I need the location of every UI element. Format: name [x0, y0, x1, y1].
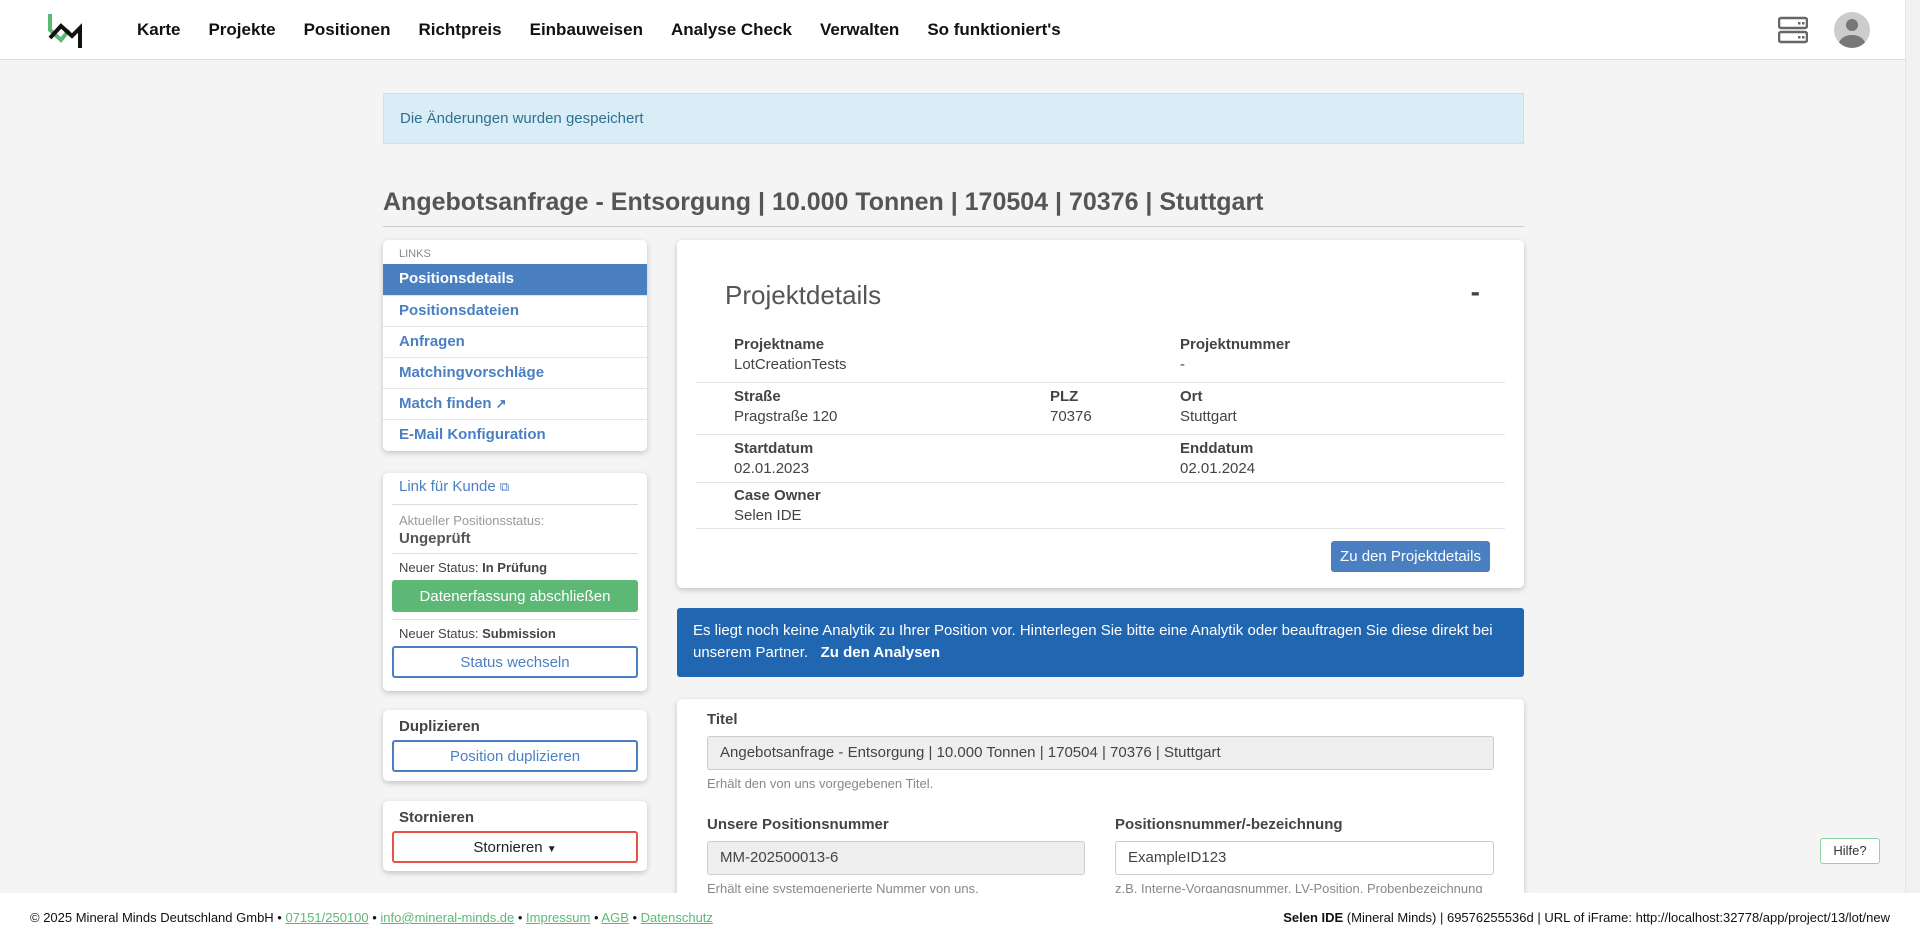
external-link-icon: ↗ — [495, 396, 507, 411]
impressum-link[interactable]: Impressum — [526, 910, 591, 925]
cancel-title: Stornieren — [399, 809, 475, 826]
zip-value: 70376 — [1050, 408, 1092, 425]
cancel-label: Stornieren — [473, 838, 543, 856]
our-position-number-label: Unsere Positionsnummer — [707, 816, 889, 833]
server-icon[interactable] — [1778, 16, 1808, 44]
link-anfragen[interactable]: Anfragen — [383, 326, 647, 357]
link-email-konfiguration[interactable]: E-Mail Konfiguration — [383, 419, 647, 450]
project-number-label: Projektnummer — [1180, 336, 1291, 353]
status-card: Link für Kunde ⧉ Aktueller Positionsstat… — [383, 473, 647, 691]
current-status-label: Aktueller Positionsstatus: — [399, 513, 545, 528]
position-number-hint: z.B. Interne-Vorgangsnummer, LV-Position… — [1115, 881, 1483, 896]
new-status-value: Submission — [482, 626, 556, 641]
current-status-value: Ungeprüft — [399, 530, 471, 547]
link-positionsdateien[interactable]: Positionsdateien — [383, 295, 647, 326]
nav-einbauweisen[interactable]: Einbauweisen — [529, 20, 643, 39]
new-status-value: In Prüfung — [482, 560, 548, 575]
new-status-label: Neuer Status: — [399, 560, 479, 575]
end-date-value: 02.01.2024 — [1180, 460, 1256, 477]
position-number-label: Positionsnummer/-bezeichnung — [1115, 816, 1343, 833]
user-avatar[interactable] — [1834, 12, 1870, 48]
collapse-button[interactable]: - — [1470, 276, 1480, 307]
position-form-card: Titel Angebotsanfrage - Entsorgung | 10.… — [677, 699, 1524, 919]
copyright: © 2025 Mineral Minds Deutschland GmbH — [30, 910, 274, 925]
zip-label: PLZ — [1050, 388, 1079, 405]
street-value: Pragstraße 120 — [734, 408, 838, 425]
link-match-finden[interactable]: Match finden ↗ — [383, 388, 647, 419]
project-name-value: LotCreationTests — [734, 356, 847, 373]
project-name-label: Projektname — [734, 336, 825, 353]
duplicate-title: Duplizieren — [399, 718, 480, 735]
start-date-value: 02.01.2023 — [734, 460, 810, 477]
end-date-label: Enddatum — [1180, 440, 1254, 457]
analytics-info-text: Es liegt noch keine Analytik zu Ihrer Po… — [693, 622, 1493, 661]
customer-link-label: Link für Kunde — [399, 478, 496, 495]
agb-link[interactable]: AGB — [601, 910, 629, 925]
cancel-dropdown-button[interactable]: Stornieren ▼ — [392, 831, 638, 863]
cancel-card: Stornieren Stornieren ▼ — [383, 801, 647, 871]
title-hint: Erhält den von uns vorgegebenen Titel. — [707, 776, 934, 791]
city-label: Ort — [1180, 388, 1203, 405]
success-alert: Die Änderungen wurden gespeichert — [383, 93, 1524, 144]
link-positionsdetails[interactable]: Positionsdetails — [383, 264, 647, 295]
link-label: Match finden — [399, 395, 492, 412]
analytics-info-banner: Es liegt noch keine Analytik zu Ihrer Po… — [677, 608, 1524, 677]
complete-data-entry-button[interactable]: Datenerfassung abschließen — [392, 580, 638, 612]
nav-positionen[interactable]: Positionen — [303, 20, 391, 39]
title-label: Titel — [707, 711, 738, 728]
project-number-value: - — [1180, 356, 1185, 373]
top-navbar: Karte Projekte Positionen Richtpreis Ein… — [0, 0, 1905, 60]
mineral-minds-logo[interactable] — [47, 12, 83, 48]
help-bubble[interactable]: Hilfe? — [1820, 838, 1880, 864]
city-value: Stuttgart — [1180, 408, 1237, 425]
links-card: LINKS Positionsdetails Positionsdateien … — [383, 240, 647, 451]
datenschutz-link[interactable]: Datenschutz — [640, 910, 713, 925]
title-input[interactable]: Angebotsanfrage - Entsorgung | 10.000 To… — [707, 736, 1494, 770]
case-owner-value: Selen IDE — [734, 507, 802, 524]
nav-verwalten[interactable]: Verwalten — [819, 20, 900, 39]
link-matchingvorschlaege[interactable]: Matchingvorschläge — [383, 357, 647, 388]
street-label: Straße — [734, 388, 781, 405]
our-position-number-hint: Erhält eine systemgenerierte Nummer von … — [707, 881, 979, 896]
footer-user: Selen IDE — [1283, 910, 1344, 925]
nav-analyse-check[interactable]: Analyse Check — [670, 20, 792, 39]
email-link[interactable]: info@mineral-minds.de — [380, 910, 515, 925]
start-date-label: Startdatum — [734, 440, 814, 457]
to-analyses-link[interactable]: Zu den Analysen — [820, 644, 941, 661]
position-number-input[interactable]: ExampleID123 — [1115, 841, 1494, 875]
duplicate-card: Duplizieren Position duplizieren — [383, 710, 647, 781]
links-header: LINKS — [399, 248, 431, 260]
nav-richtpreis[interactable]: Richtpreis — [418, 20, 502, 39]
nav-karte[interactable]: Karte — [137, 20, 181, 39]
case-owner-label: Case Owner — [734, 487, 821, 504]
nav-so-funktionierts[interactable]: So funktioniert's — [927, 20, 1061, 39]
nav-projekte[interactable]: Projekte — [208, 20, 276, 39]
new-status-label: Neuer Status: — [399, 626, 479, 641]
to-project-details-button[interactable]: Zu den Projektdetails — [1331, 541, 1490, 572]
page-title: Angebotsanfrage - Entsorgung | 10.000 To… — [383, 188, 1524, 227]
duplicate-position-button[interactable]: Position duplizieren — [392, 740, 638, 772]
copy-icon: ⧉ — [499, 479, 510, 494]
footer: © 2025 Mineral Minds Deutschland GmbH • … — [0, 893, 1920, 943]
project-details-card: Projektdetails - Projektname LotCreation… — [677, 240, 1524, 588]
scrollbar[interactable] — [1905, 0, 1920, 893]
project-details-title: Projektdetails — [725, 280, 882, 310]
change-status-button[interactable]: Status wechseln — [392, 646, 638, 678]
our-position-number-input[interactable]: MM-202500013-6 — [707, 841, 1085, 875]
phone-link[interactable]: 07151/250100 — [285, 910, 369, 925]
customer-link[interactable]: Link für Kunde ⧉ — [392, 473, 638, 504]
footer-session-info: (Mineral Minds) | 69576255536d | URL of … — [1346, 910, 1890, 925]
caret-down-icon: ▼ — [546, 843, 557, 855]
